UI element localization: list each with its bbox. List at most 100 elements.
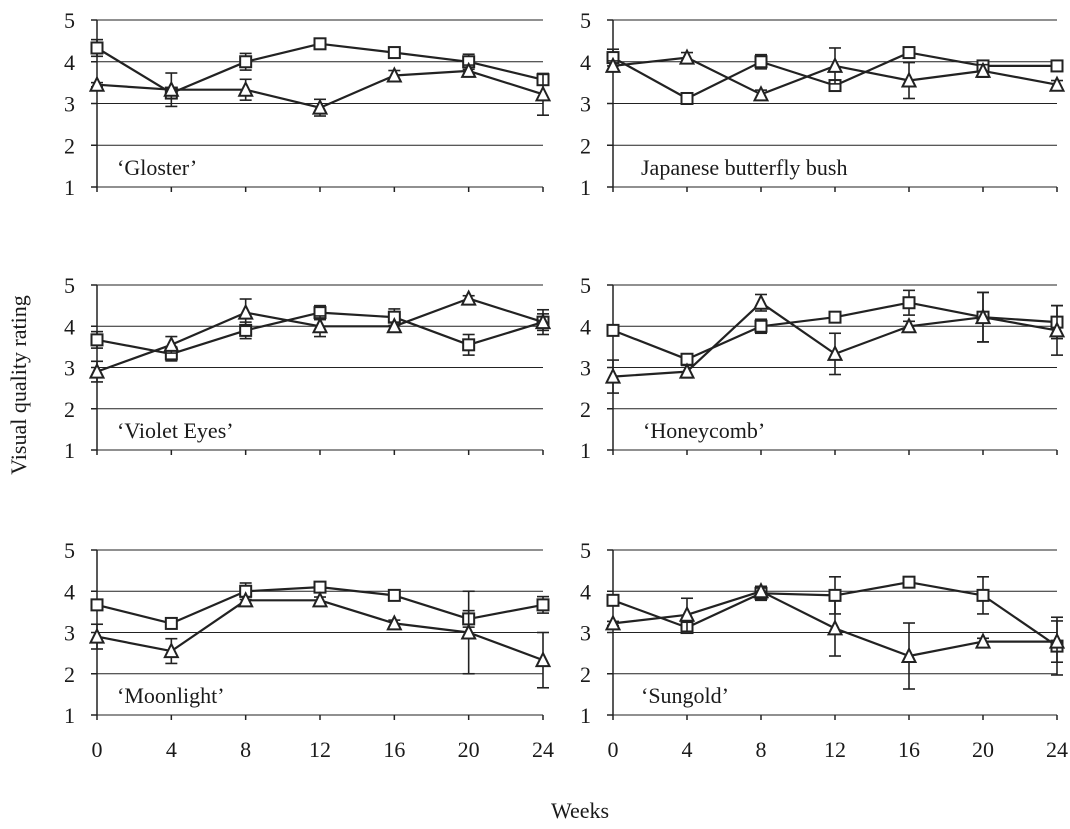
data-point-square: [828, 310, 842, 324]
data-point-square: [606, 323, 620, 337]
data-point-triangle: [534, 312, 552, 330]
y-tick-label: 3: [64, 356, 75, 381]
data-point-square: [606, 593, 620, 607]
data-point-square: [754, 55, 768, 69]
data-point-triangle: [163, 335, 180, 352]
panel-title: ‘Sungold’: [641, 683, 729, 708]
data-point-square: [90, 333, 104, 347]
y-tick-label: 2: [580, 662, 591, 687]
x-axis-title: Weeks: [551, 798, 609, 823]
y-tick-label: 2: [64, 133, 75, 158]
data-point-triangle: [1048, 75, 1066, 92]
y-tick-label: 3: [64, 621, 75, 646]
data-point-triangle: [974, 61, 992, 78]
data-point-square: [828, 588, 842, 602]
data-point-triangle: [386, 66, 403, 83]
data-point-triangle: [678, 48, 696, 65]
y-tick-label: 3: [580, 621, 591, 646]
data-point-triangle: [752, 85, 770, 102]
chart-panel: 1 2 3 4 5 Japanese butterfly bush: [580, 8, 1066, 200]
series-line-square: [96, 42, 544, 95]
data-point-triangle: [826, 56, 844, 73]
y-axis-title: Visual quality rating: [6, 295, 31, 475]
data-point-square: [387, 588, 401, 602]
x-tick-label: 0: [608, 737, 619, 762]
y-tick-label: 5: [64, 8, 75, 33]
data-point-square: [976, 588, 990, 602]
data-point-square: [90, 41, 104, 55]
y-tick-label: 3: [580, 92, 591, 117]
data-point-triangle: [534, 650, 552, 668]
panel-title: Japanese butterfly bush: [641, 155, 848, 180]
x-tick-label: 16: [383, 737, 405, 762]
data-point-triangle: [1048, 632, 1066, 649]
data-point-triangle: [460, 623, 477, 640]
x-tick-label: 24: [1046, 737, 1068, 762]
data-point-triangle: [900, 317, 918, 334]
y-tick-label: 4: [580, 579, 591, 604]
y-tick-label: 2: [64, 662, 75, 687]
data-point-triangle: [974, 307, 992, 325]
data-point-square: [902, 296, 916, 310]
data-point-triangle: [900, 71, 918, 88]
data-point-square: [387, 46, 401, 60]
data-point-triangle: [826, 619, 844, 636]
data-point-triangle: [534, 85, 552, 102]
data-point-triangle: [974, 632, 992, 649]
y-tick-label: 2: [64, 397, 75, 422]
data-point-triangle: [386, 317, 403, 334]
y-tick-label: 5: [580, 8, 591, 33]
data-point-triangle: [604, 56, 622, 73]
data-point-square: [754, 319, 768, 333]
x-tick-label: 16: [898, 737, 920, 762]
data-point-triangle: [604, 614, 622, 631]
data-point-triangle: [311, 317, 329, 334]
y-tick-label: 1: [64, 703, 75, 728]
y-tick-label: 3: [580, 356, 591, 381]
data-point-triangle: [311, 591, 329, 608]
x-tick-label: 8: [240, 737, 251, 762]
data-point-square: [1050, 59, 1064, 73]
y-tick-label: 1: [580, 438, 591, 463]
data-point-square: [164, 616, 178, 630]
data-point-triangle: [88, 627, 106, 644]
y-tick-label: 1: [580, 703, 591, 728]
data-point-triangle: [1048, 321, 1066, 338]
x-tick-label: 20: [458, 737, 480, 762]
data-point-square: [313, 580, 327, 594]
chart-panels: 1 2 3 4 5 ‘Gloster’ 1 2 3 4 5 Japanese butterfly bu…: [64, 8, 1068, 762]
data-point-square: [90, 598, 104, 612]
y-tick-label: 4: [64, 579, 75, 604]
data-point-triangle: [460, 289, 477, 306]
data-point-triangle: [386, 614, 403, 631]
y-tick-label: 1: [64, 175, 75, 200]
data-point-triangle: [237, 591, 254, 608]
panel-title: ‘Violet Eyes’: [117, 418, 234, 443]
data-point-triangle: [678, 362, 696, 379]
x-tick-label: 20: [972, 737, 994, 762]
y-tick-label: 3: [64, 92, 75, 117]
data-point-triangle: [163, 80, 180, 97]
data-point-square: [680, 91, 694, 105]
x-tick-label: 4: [682, 737, 693, 762]
x-tick-label: 4: [166, 737, 177, 762]
data-point-triangle: [678, 605, 696, 622]
data-point-square: [313, 37, 327, 51]
y-tick-label: 2: [580, 397, 591, 422]
data-point-square: [902, 575, 916, 589]
panel-title: ‘Moonlight’: [117, 683, 225, 708]
data-point-square: [462, 338, 476, 352]
y-tick-label: 4: [580, 314, 591, 339]
y-tick-label: 5: [580, 273, 591, 298]
panel-title: ‘Gloster’: [117, 155, 197, 180]
chart-panel: 1 2 3 4 5 ‘Honeycomb’: [580, 273, 1066, 463]
panel-title: ‘Honeycomb’: [643, 418, 765, 443]
data-point-triangle: [460, 61, 477, 78]
y-tick-label: 5: [580, 538, 591, 563]
y-tick-label: 1: [64, 438, 75, 463]
x-tick-label: 8: [756, 737, 767, 762]
data-point-triangle: [900, 646, 918, 664]
